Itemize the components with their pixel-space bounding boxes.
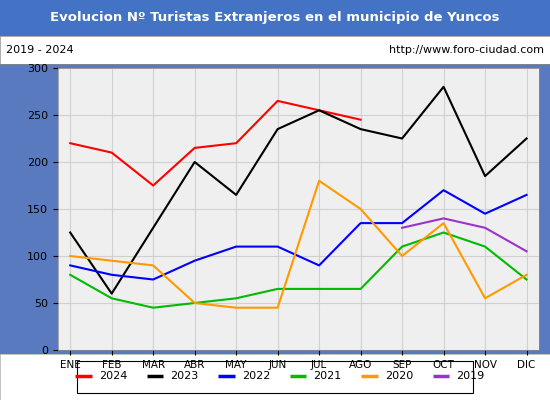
Text: 2022: 2022 xyxy=(242,371,271,381)
Text: Evolucion Nº Turistas Extranjeros en el municipio de Yuncos: Evolucion Nº Turistas Extranjeros en el … xyxy=(50,12,500,24)
Text: 2024: 2024 xyxy=(99,371,128,381)
Text: 2019 - 2024: 2019 - 2024 xyxy=(6,45,73,55)
Text: 2021: 2021 xyxy=(314,371,342,381)
Bar xyxy=(77,361,473,393)
Text: 2019: 2019 xyxy=(456,371,485,381)
Text: 2023: 2023 xyxy=(170,371,199,381)
Text: http://www.foro-ciudad.com: http://www.foro-ciudad.com xyxy=(389,45,544,55)
Text: 2020: 2020 xyxy=(385,371,413,381)
